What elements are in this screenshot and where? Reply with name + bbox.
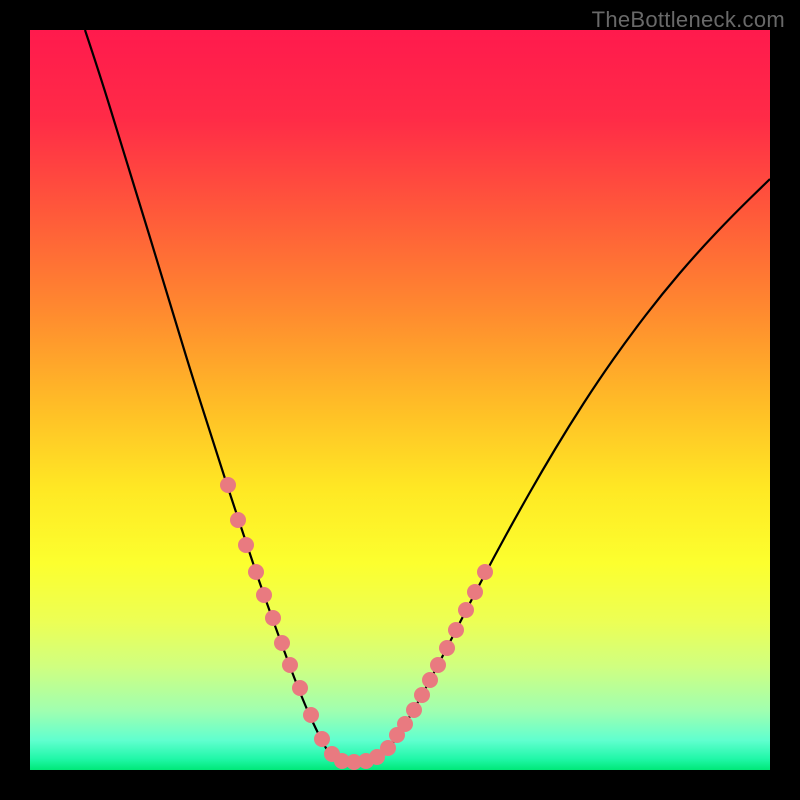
left-curve-path [85,30,340,762]
data-dot [220,477,236,493]
data-dot [230,512,246,528]
data-dot [282,657,298,673]
data-dot [238,537,254,553]
data-dot [439,640,455,656]
data-dot [477,564,493,580]
chart-plot-area [30,30,770,770]
data-dot [430,657,446,673]
chart-curves [30,30,770,770]
data-dot [303,707,319,723]
data-dot [256,587,272,603]
data-dot [314,731,330,747]
data-dot [292,680,308,696]
data-dot [467,584,483,600]
data-dot [422,672,438,688]
data-dot [380,740,396,756]
data-dot [265,610,281,626]
data-dot [458,602,474,618]
data-dot [406,702,422,718]
data-dot [448,622,464,638]
dots-group [220,477,493,770]
data-dot [248,564,264,580]
data-dot [414,687,430,703]
data-dot [274,635,290,651]
data-dot [397,716,413,732]
